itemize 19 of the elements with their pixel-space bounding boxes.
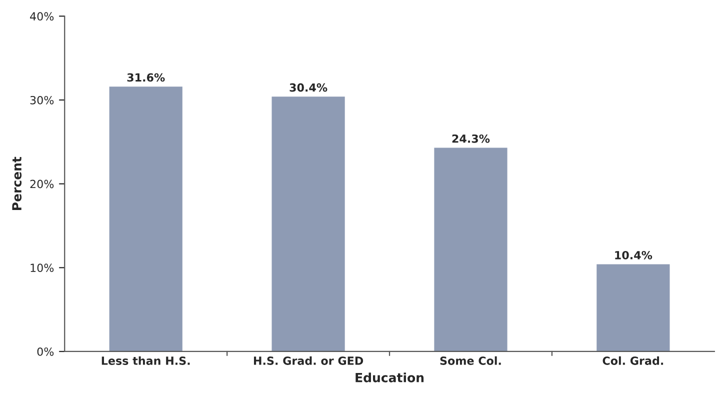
x-tick-label: H.S. Grad. or GED — [254, 356, 364, 365]
x-tick-label: Some Col. — [440, 356, 501, 365]
y-tick-label: 30% — [30, 96, 54, 104]
bar — [596, 264, 670, 352]
y-tick-label: 40% — [30, 12, 54, 21]
x-tick-label: Col. Grad. — [602, 356, 664, 365]
y-tick-label: 0% — [37, 347, 54, 356]
bar — [272, 96, 345, 352]
data-label: 10.4% — [615, 250, 652, 260]
bar — [109, 86, 182, 352]
data-label: 31.6% — [127, 73, 165, 82]
y-tick-label: 20% — [30, 180, 54, 188]
x-axis-title: Education — [356, 372, 424, 382]
data-label: 24.3% — [452, 134, 490, 143]
x-tick-label: Less than H.S. — [102, 356, 190, 365]
y-axis-title: Percent — [12, 156, 22, 210]
y-tick-label: 10% — [30, 264, 54, 272]
data-label: 30.4% — [290, 83, 328, 92]
bar — [434, 148, 508, 352]
